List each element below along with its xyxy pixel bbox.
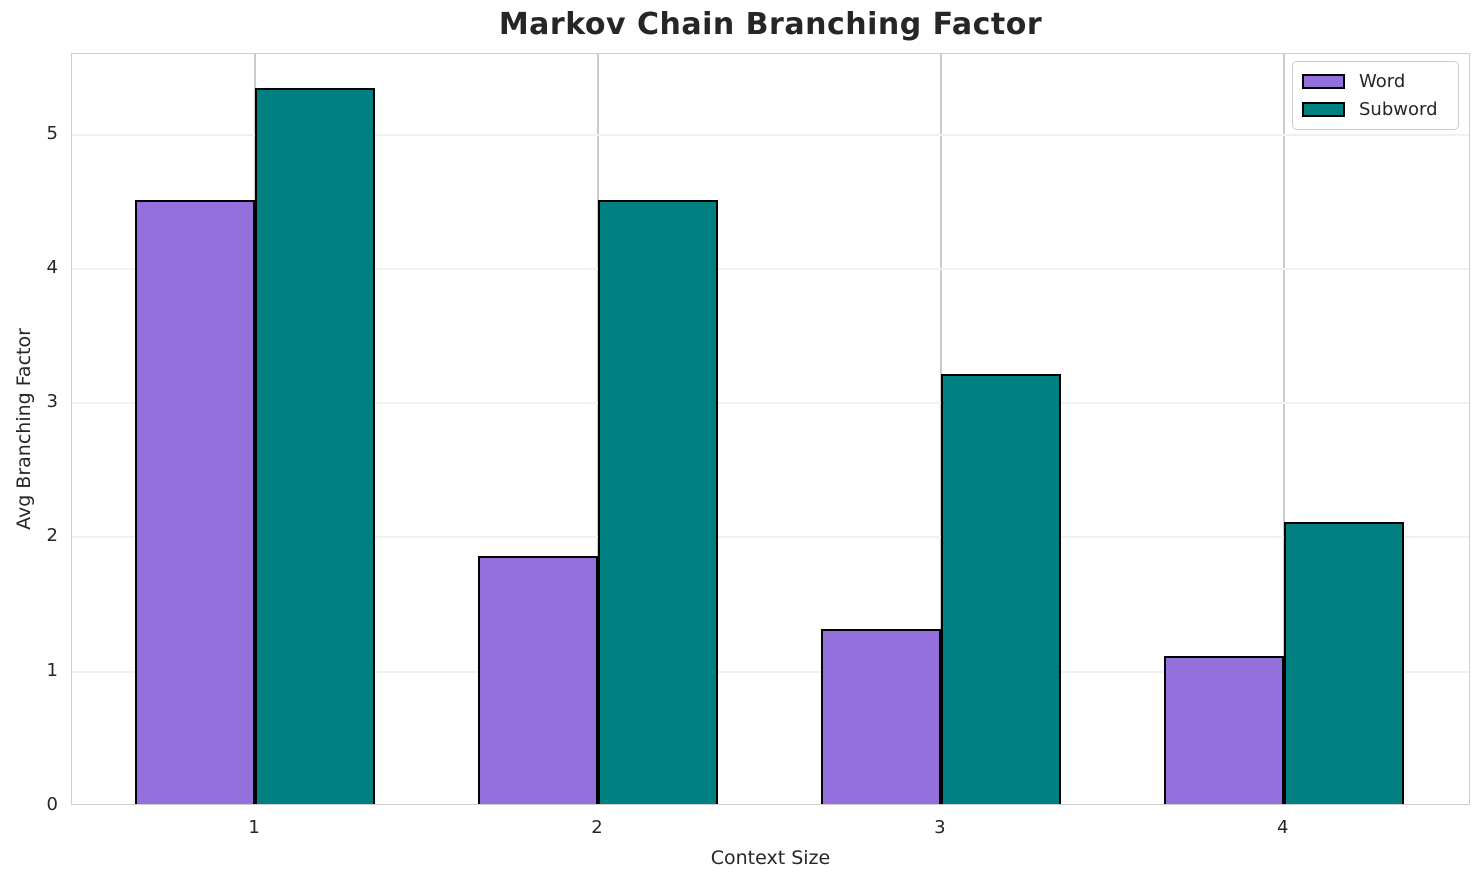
y-tick-label: 3 xyxy=(46,391,58,413)
bar-subword-4 xyxy=(1283,522,1404,804)
x-tick-label: 2 xyxy=(591,817,603,838)
bar-word-1 xyxy=(135,199,256,804)
bar-word-4 xyxy=(1163,656,1284,804)
horizontal-gridline xyxy=(72,133,1469,136)
horizontal-gridline xyxy=(72,267,1469,270)
y-axis-label: Avg Branching Factor xyxy=(13,328,35,530)
legend-label-subword: Subword xyxy=(1359,99,1438,120)
bar-subword-3 xyxy=(940,374,1061,804)
bar-word-2 xyxy=(477,555,598,804)
legend-item-word: Word xyxy=(1302,71,1446,92)
bar-word-3 xyxy=(820,629,941,804)
bar-subword-1 xyxy=(255,88,376,804)
legend-label-word: Word xyxy=(1359,71,1406,92)
chart-title: Markov Chain Branching Factor xyxy=(498,7,1043,42)
y-tick-label: 1 xyxy=(46,659,58,681)
horizontal-gridline xyxy=(72,536,1469,539)
y-tick-label: 5 xyxy=(46,122,58,144)
legend: Word Subword xyxy=(1292,61,1459,130)
x-axis-label: Context Size xyxy=(710,847,831,869)
x-tick-label: 1 xyxy=(248,817,260,838)
y-tick-label: 2 xyxy=(46,525,58,547)
horizontal-gridline xyxy=(72,670,1469,673)
word-series-swatch xyxy=(1302,74,1345,89)
vertical-gridline xyxy=(1282,54,1285,804)
bar-subword-2 xyxy=(597,199,718,804)
subword-series-swatch xyxy=(1302,102,1345,117)
legend-item-subword: Subword xyxy=(1302,99,1446,120)
x-tick-label: 4 xyxy=(1277,817,1289,838)
horizontal-gridline xyxy=(72,402,1469,405)
x-tick-label: 3 xyxy=(934,817,946,838)
y-tick-label: 0 xyxy=(46,794,58,815)
plot-area xyxy=(71,53,1470,805)
y-tick-label: 4 xyxy=(46,256,58,278)
